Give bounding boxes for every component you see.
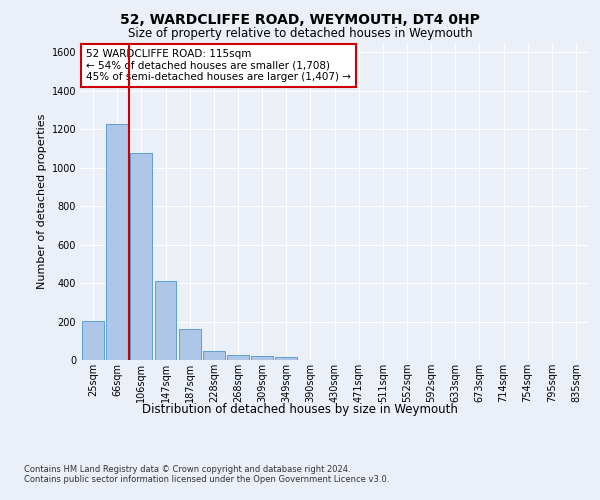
Y-axis label: Number of detached properties: Number of detached properties: [37, 114, 47, 289]
Bar: [227, 355, 249, 360]
Text: 52, WARDCLIFFE ROAD, WEYMOUTH, DT4 0HP: 52, WARDCLIFFE ROAD, WEYMOUTH, DT4 0HP: [120, 12, 480, 26]
Bar: [130, 153, 152, 360]
Bar: [155, 281, 176, 360]
Bar: [275, 357, 297, 360]
Bar: [82, 320, 104, 360]
Text: 52 WARDCLIFFE ROAD: 115sqm
← 54% of detached houses are smaller (1,708)
45% of s: 52 WARDCLIFFE ROAD: 115sqm ← 54% of deta…: [86, 49, 351, 82]
Bar: [106, 124, 128, 360]
Bar: [251, 356, 273, 360]
Text: Contains HM Land Registry data © Crown copyright and database right 2024.
Contai: Contains HM Land Registry data © Crown c…: [24, 465, 389, 484]
Text: Size of property relative to detached houses in Weymouth: Size of property relative to detached ho…: [128, 28, 472, 40]
Text: Distribution of detached houses by size in Weymouth: Distribution of detached houses by size …: [142, 402, 458, 415]
Bar: [203, 352, 224, 360]
Bar: [179, 329, 200, 360]
